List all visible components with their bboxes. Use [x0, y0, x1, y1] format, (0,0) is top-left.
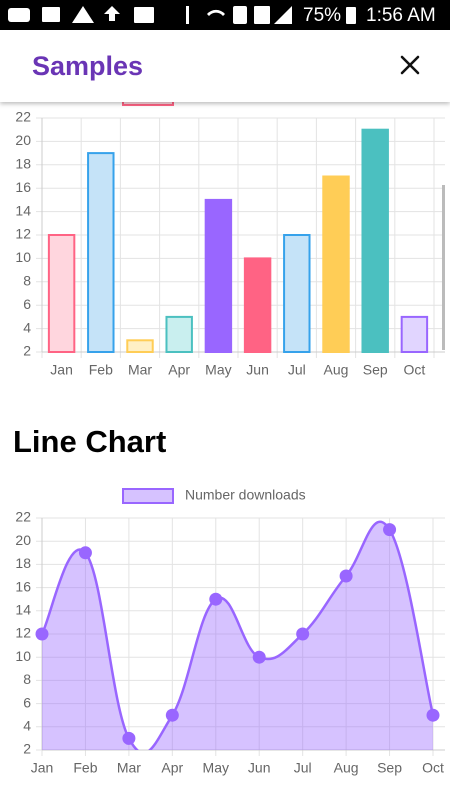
x-tick-label: Jul [288, 362, 306, 378]
y-tick-label: 16 [15, 179, 31, 195]
header-title: Samples [32, 51, 143, 81]
legend-label: Number downloads [185, 487, 306, 503]
y-tick-label: 16 [15, 578, 31, 594]
x-tick-label: Apr [161, 760, 183, 776]
point [78, 546, 92, 560]
y-tick-label: 4 [23, 319, 31, 335]
scrollbar [442, 185, 445, 350]
bar [243, 257, 272, 353]
point [122, 731, 136, 745]
y-tick-label: 14 [15, 202, 31, 218]
x-tick-label: May [203, 760, 229, 776]
line [42, 520, 435, 750]
x-tick-label: Oct [404, 362, 426, 378]
bar [204, 198, 233, 353]
bar [165, 315, 193, 353]
plot-area [42, 520, 435, 750]
y-tick-label: 12 [15, 226, 31, 242]
x-tick-label: May [205, 362, 231, 378]
battery-level: 75% [303, 5, 341, 26]
close-button[interactable] [400, 55, 420, 75]
bar [283, 234, 311, 353]
point [165, 708, 179, 722]
point [296, 627, 310, 641]
y-tick-label: 6 [23, 296, 31, 312]
x-tick-label: Jul [294, 760, 312, 776]
y-tick-label: 10 [15, 648, 31, 664]
y-tick-label: 22 [15, 509, 31, 525]
y-tick-label: 2 [23, 343, 31, 359]
y-tick-label: 4 [23, 718, 31, 734]
y-tick-label: 18 [15, 555, 31, 571]
bar [400, 315, 429, 353]
x-tick-label: Mar [117, 760, 141, 776]
bar [126, 339, 154, 353]
point [383, 523, 397, 537]
point [426, 708, 440, 722]
bar [87, 152, 115, 353]
bar-chart: Number downloads246810121416182022JanFeb… [15, 89, 445, 378]
x-tick-label: Jan [31, 760, 54, 776]
status-icons [8, 6, 356, 24]
y-tick-label: 8 [23, 273, 31, 289]
y-tick-label: 10 [15, 249, 31, 265]
x-tick-label: Aug [334, 760, 359, 776]
y-tick-label: 20 [15, 132, 31, 148]
clock: 1:56 AM [366, 5, 436, 26]
x-tick-label: Aug [324, 362, 349, 378]
charts: Number downloads 2 4 6 8 10 12 14 16 18 20 22 Jan Feb… [15, 89, 445, 776]
y-tick-label: 12 [15, 625, 31, 641]
bar [322, 175, 350, 353]
x-tick-label: Jun [246, 362, 269, 378]
x-tick-label: Oct [422, 760, 444, 776]
x-tick-label: Jan [50, 362, 73, 378]
y-tick-label: 20 [15, 532, 31, 548]
point [209, 592, 223, 606]
section-title: Line Chart [13, 424, 166, 459]
point [35, 627, 49, 641]
x-tick-label: Jun [248, 760, 271, 776]
y-tick-label: 14 [15, 602, 31, 618]
bar [47, 234, 76, 353]
bar [361, 128, 389, 353]
x-tick-label: Sep [377, 760, 402, 776]
x-tick-label: Apr [168, 362, 190, 378]
x-tick-label: Feb [89, 362, 113, 378]
y-tick-label: 8 [23, 671, 31, 687]
x-tick-label: Feb [73, 760, 97, 776]
y-tick-label: 18 [15, 156, 31, 172]
x-tick-label: Sep [363, 362, 388, 378]
point [252, 650, 266, 664]
legend-swatch [122, 488, 174, 504]
y-tick-label: 6 [23, 694, 31, 710]
point [339, 569, 353, 583]
app-header [0, 30, 450, 102]
line-chart: Number downloads 2 4 6 8 10 12 14 16 18 20 22 Jan Feb… [15, 487, 445, 776]
y-tick-label: 2 [23, 741, 31, 757]
y-tick-label: 22 [15, 109, 31, 125]
status-bar [0, 0, 450, 30]
area [42, 521, 433, 750]
x-tick-label: Mar [128, 362, 152, 378]
